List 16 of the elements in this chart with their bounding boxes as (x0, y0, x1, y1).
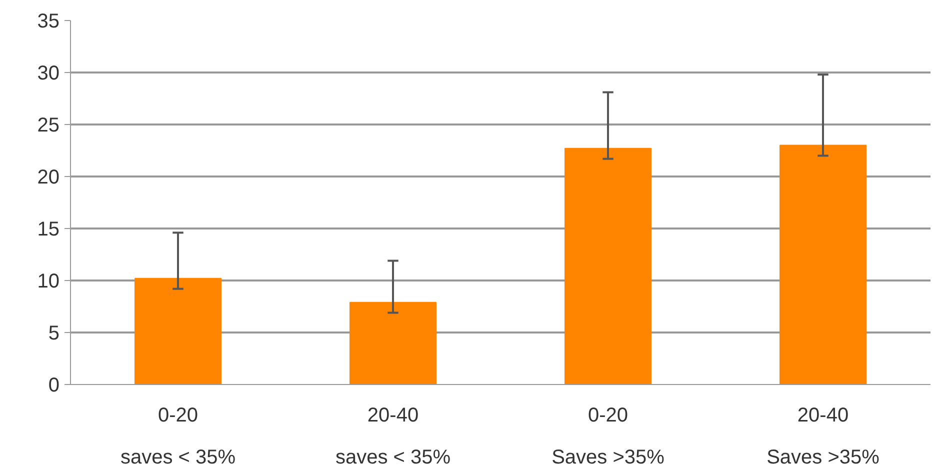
y-tick-label: 35 (37, 10, 60, 32)
y-tick-label: 5 (48, 322, 60, 344)
y-tick-label: 0 (48, 374, 60, 396)
x-tick-label: 20-40 Saves >35% (766, 404, 880, 468)
bar (350, 302, 436, 384)
bar (134, 278, 222, 384)
x-tick-label: 0-20 saves < 35% (120, 404, 236, 468)
bar (564, 148, 652, 384)
y-tick-label: 30 (37, 62, 60, 84)
y-tick-label: 10 (37, 270, 60, 292)
x-tick-label: 20-40 saves < 35% (335, 404, 451, 468)
y-tick-label: 20 (37, 166, 60, 188)
x-tick-label: 0-20 Saves >35% (552, 404, 665, 468)
bar (780, 144, 866, 384)
y-tick-label: 15 (37, 218, 60, 240)
y-tick-label: 25 (37, 114, 60, 136)
